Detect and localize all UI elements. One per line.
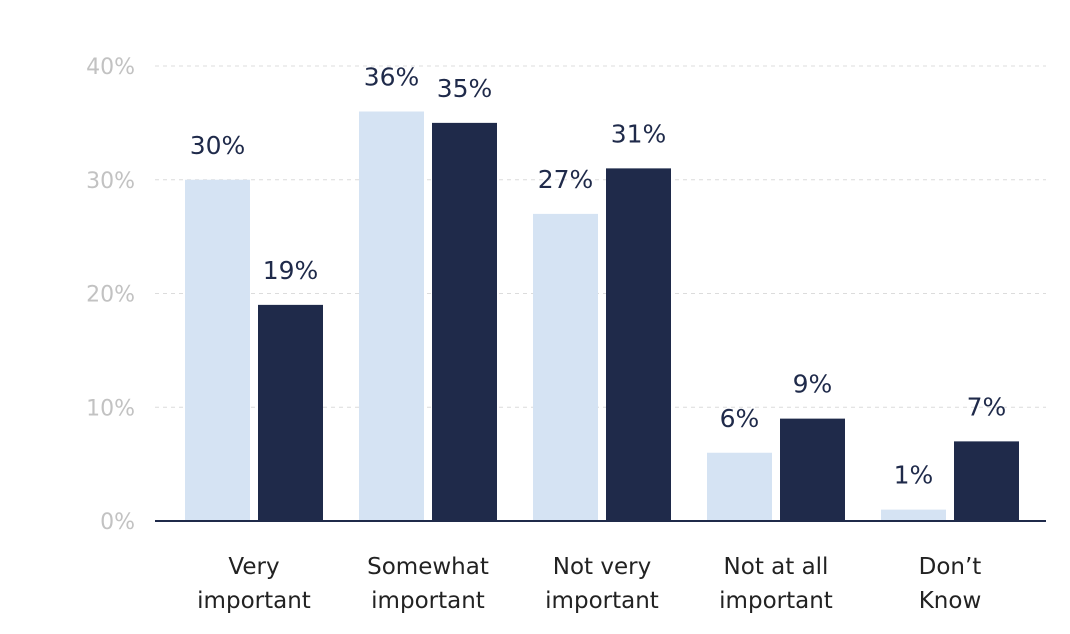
data-label: 31% xyxy=(611,119,667,148)
bar-series-2 xyxy=(954,441,1019,521)
data-label: 19% xyxy=(263,256,319,285)
bar-series-1 xyxy=(707,452,772,521)
y-tick-label: 40% xyxy=(86,55,135,80)
category-label: Very xyxy=(228,554,279,580)
category-label: important xyxy=(545,588,659,614)
data-label: 36% xyxy=(364,63,420,92)
y-tick-label: 30% xyxy=(86,169,135,194)
category-label: Not very xyxy=(553,554,651,580)
data-label: 30% xyxy=(190,131,246,160)
data-labels: 30% 19% 36% 35% 27% 31% 6% 9% 1% 7% xyxy=(190,63,1007,490)
data-label: 1% xyxy=(894,461,934,490)
y-tick-label: 20% xyxy=(86,283,135,308)
x-axis-categories: Very important Somewhat important Not very im… xyxy=(197,554,981,614)
category-label: Know xyxy=(919,588,982,614)
y-tick-label: 10% xyxy=(86,396,135,421)
category-label: important xyxy=(719,588,833,614)
bar-series-1 xyxy=(533,213,598,521)
data-label: 27% xyxy=(538,165,594,194)
data-label: 35% xyxy=(437,74,493,103)
category-label: Not at all xyxy=(724,554,829,580)
bar-series-2 xyxy=(432,122,497,521)
y-tick-label: 0% xyxy=(100,510,135,535)
data-label: 6% xyxy=(720,404,760,433)
category-label: important xyxy=(371,588,485,614)
data-label: 7% xyxy=(967,392,1007,421)
bar-series-1 xyxy=(359,111,424,521)
category-label: important xyxy=(197,588,311,614)
bar-series-1 xyxy=(185,179,250,521)
category-label: Somewhat xyxy=(367,554,489,580)
bars xyxy=(185,111,1019,521)
bar-series-2 xyxy=(780,418,845,521)
bar-series-2 xyxy=(258,304,323,521)
y-axis-ticks: 0% 10% 20% 30% 40% xyxy=(86,55,135,535)
category-label: Don’t xyxy=(919,554,982,580)
bar-series-2 xyxy=(606,168,671,521)
data-label: 9% xyxy=(793,370,833,399)
bar-series-1 xyxy=(881,509,946,521)
